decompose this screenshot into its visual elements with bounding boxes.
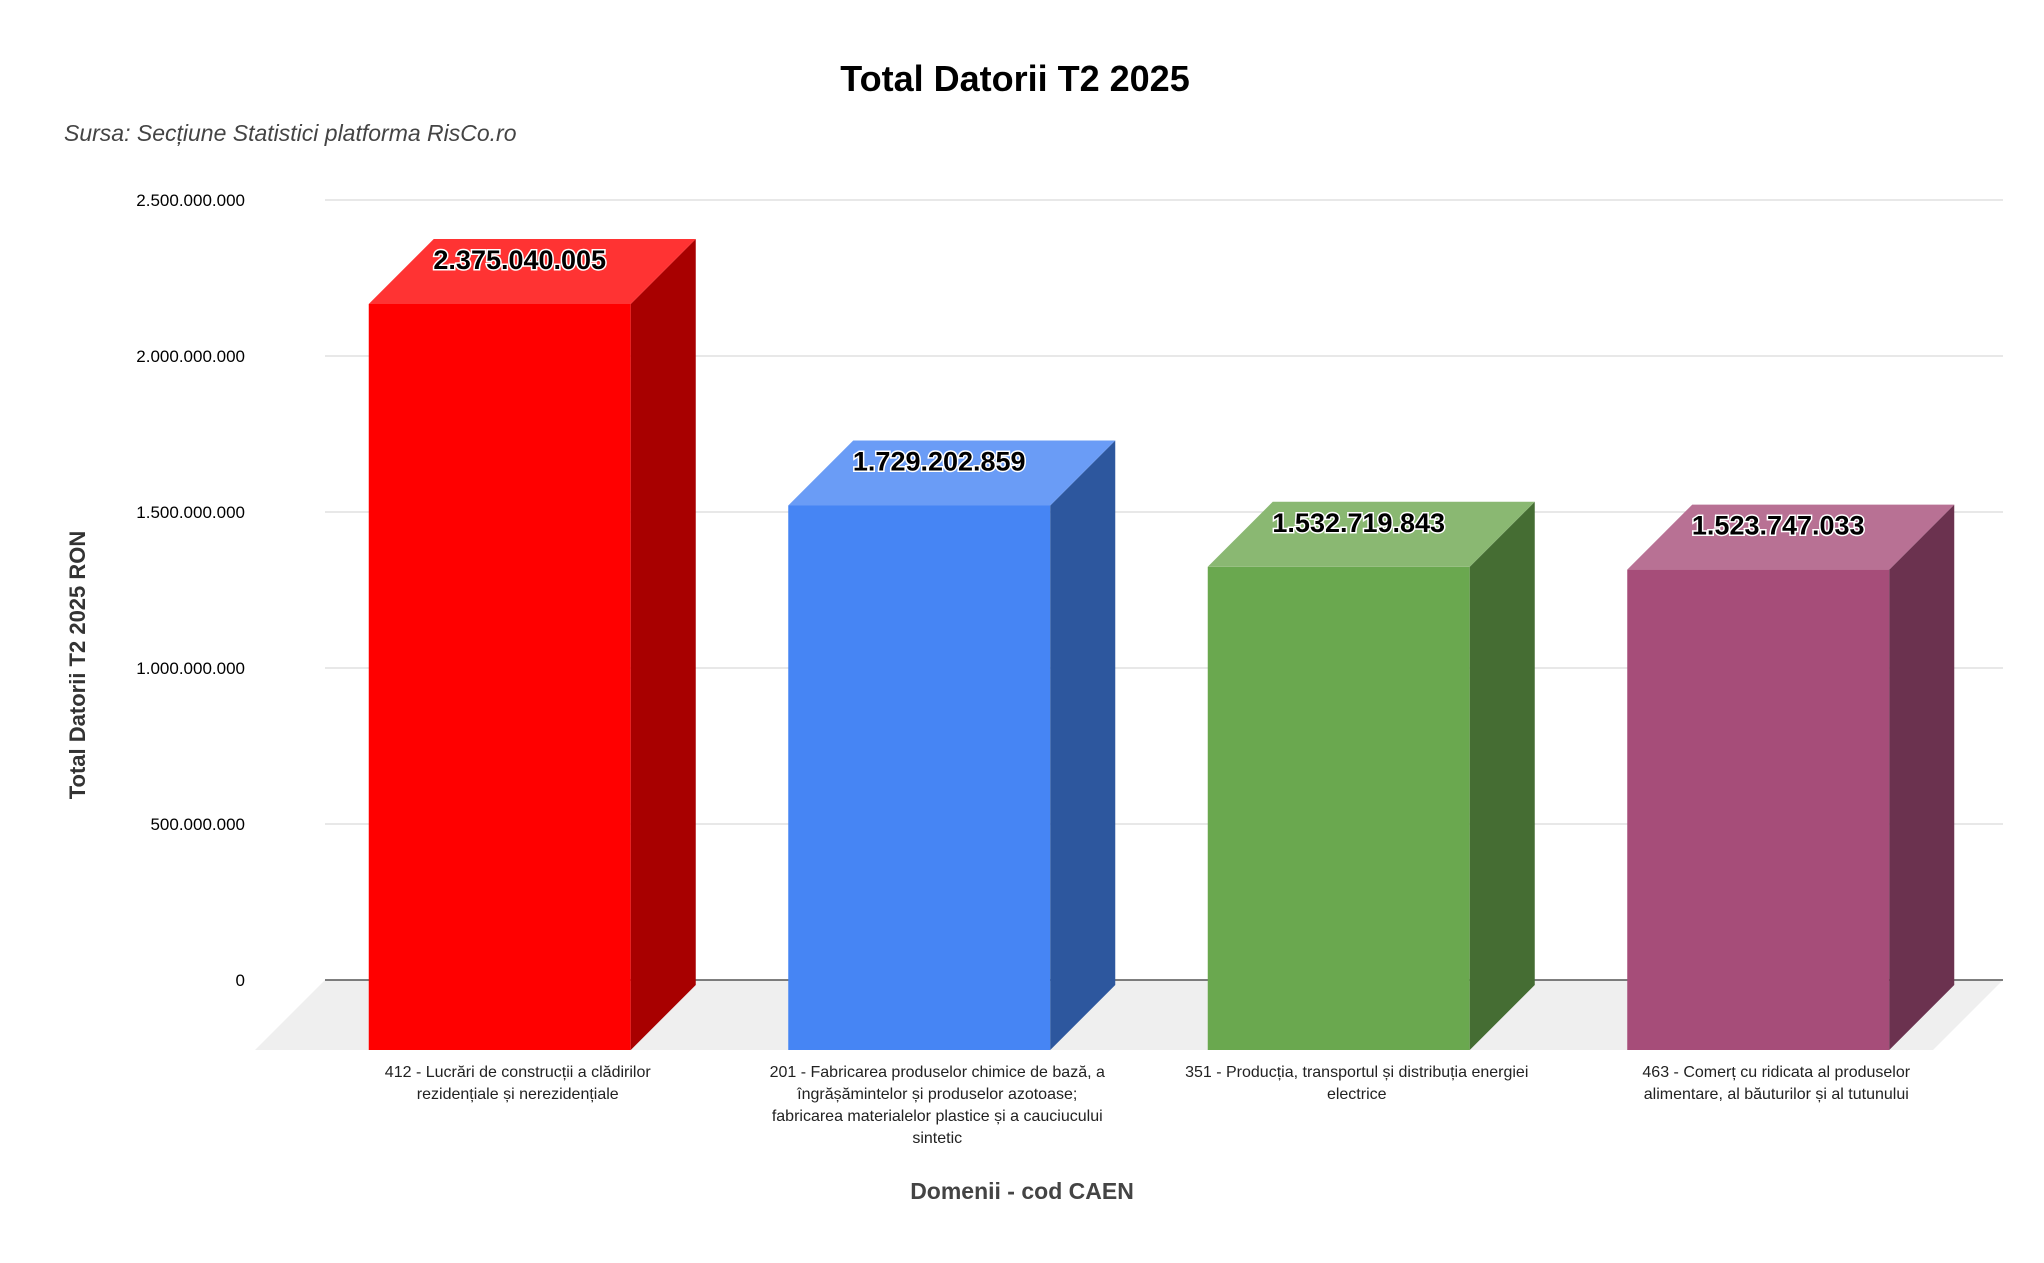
x-tick-label-line: rezidențiale și nerezidențiale xyxy=(416,1086,619,1103)
y-tick-label: 2.000.000.000 xyxy=(136,347,245,366)
x-tick-label-line: fabricarea materialelor plastice și a ca… xyxy=(771,1108,1103,1125)
x-tick-label-line: sintetic xyxy=(912,1130,963,1147)
bar: 1.523.747.033 xyxy=(1627,504,1955,1050)
bar-front xyxy=(1627,569,1890,1050)
bar-top xyxy=(1627,504,1955,570)
bar-side xyxy=(1889,504,1955,1050)
bar-front xyxy=(788,505,1051,1050)
bar: 1.729.202.859 xyxy=(788,440,1116,1050)
bar-front xyxy=(1207,566,1470,1050)
bar: 1.532.719.843 xyxy=(1207,501,1535,1051)
x-tick-label: 201 - Fabricarea produselor chimice de b… xyxy=(737,1062,1137,1150)
chart-floor xyxy=(255,980,2003,1050)
bar-side xyxy=(1050,440,1116,1050)
data-label: 2.375.040.005 xyxy=(433,245,606,275)
x-axis-label: Domenii - cod CAEN xyxy=(910,1178,1134,1204)
x-tick-label-line: 351 - Producția, transportul și distribu… xyxy=(1185,1064,1529,1081)
y-tick-label: 0 xyxy=(236,971,245,990)
data-label: 1.729.202.859 xyxy=(853,446,1026,476)
x-tick-label: 351 - Producția, transportul și distribu… xyxy=(1157,1062,1557,1106)
x-tick-label-line: 463 - Comerț cu ridicata al produselor xyxy=(1642,1064,1911,1081)
bar-top xyxy=(368,238,696,304)
bar: 2.375.040.005 xyxy=(368,238,696,1050)
y-tick-label: 2.500.000.000 xyxy=(136,191,245,210)
bar-side xyxy=(630,238,696,1050)
bar-top xyxy=(788,440,1116,506)
x-tick-label: 463 - Comerț cu ridicata al produselor al… xyxy=(1576,1062,1976,1106)
chart-subtitle: Sursa: Secțiune Statistici platforma Ris… xyxy=(64,120,517,146)
x-tick-label-line: alimentare, al băuturilor și al tutunulu… xyxy=(1643,1086,1909,1103)
x-tick-label-line: îngrășămintelor și produselor azotoase; xyxy=(797,1086,1078,1103)
chart-title: Total Datorii T2 2025 xyxy=(840,58,1190,99)
x-tick-label: 412 - Lucrări de construcții a clădirilo… xyxy=(318,1062,718,1106)
data-label: 1.532.719.843 xyxy=(1272,508,1445,538)
y-tick-label: 500.000.000 xyxy=(150,815,245,834)
y-tick-label: 1.500.000.000 xyxy=(136,503,245,522)
x-tick-label-line: electrice xyxy=(1326,1086,1387,1103)
bar-side xyxy=(1469,501,1535,1051)
y-tick-label: 1.000.000.000 xyxy=(136,659,245,678)
data-label: 1.523.747.033 xyxy=(1692,511,1865,541)
bar-front xyxy=(368,303,631,1050)
x-tick-label-line: 412 - Lucrări de construcții a clădirilo… xyxy=(384,1064,651,1081)
x-tick-label-line: 201 - Fabricarea produselor chimice de b… xyxy=(769,1064,1105,1081)
bar-top xyxy=(1207,501,1535,567)
